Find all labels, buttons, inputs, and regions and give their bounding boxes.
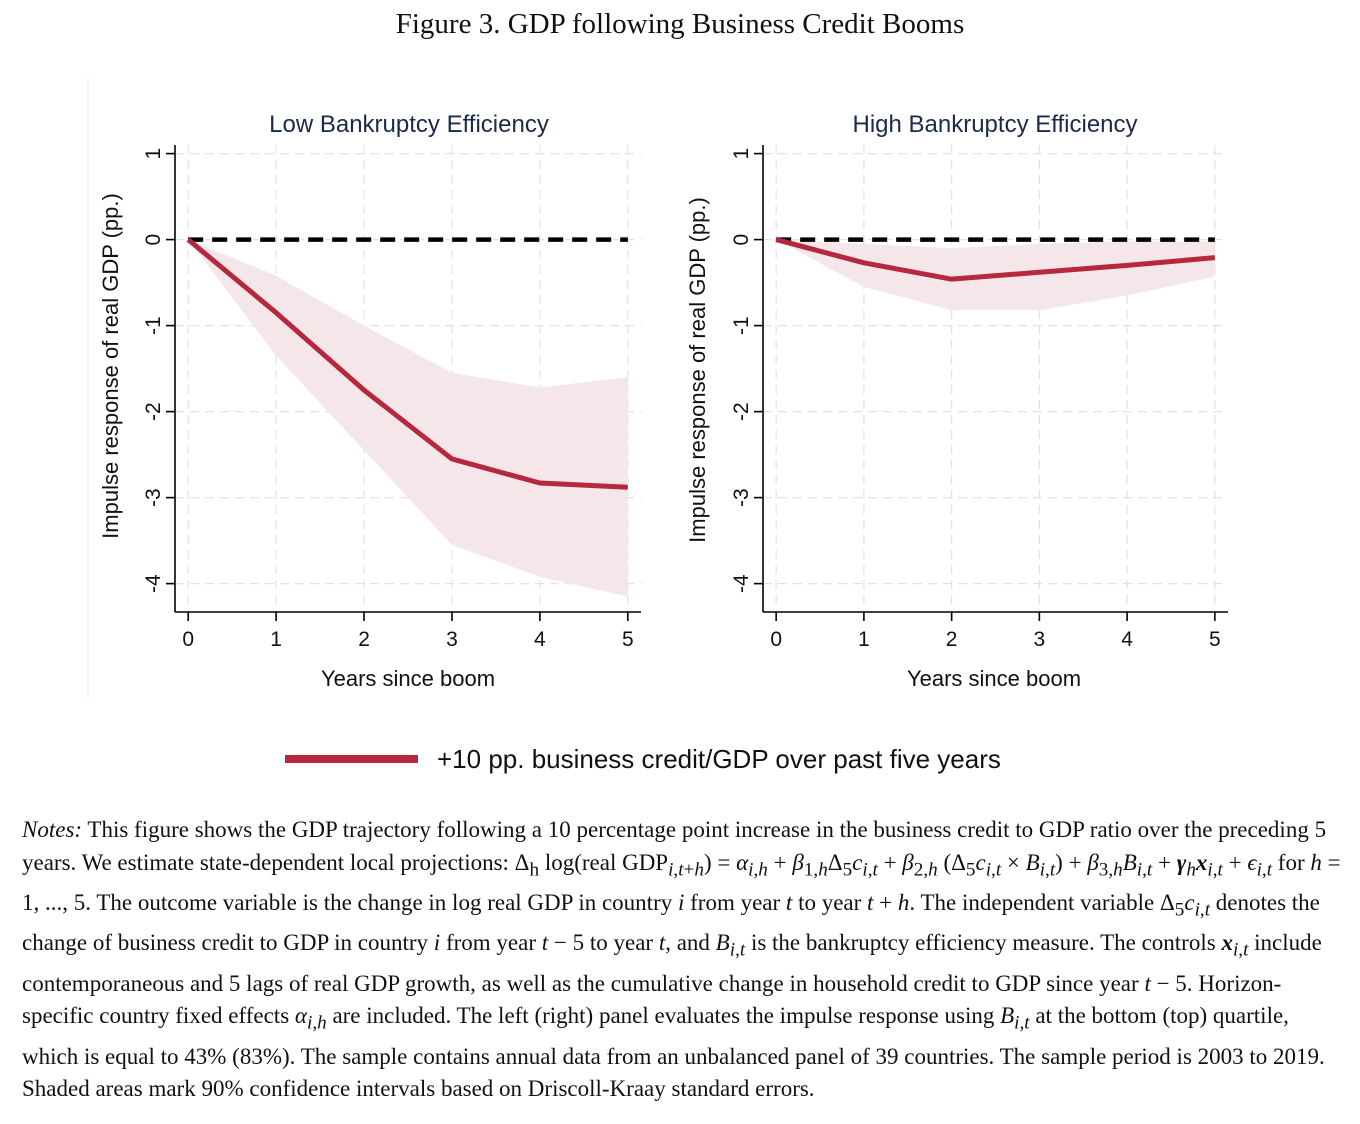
x-axis-label: Years since boom (321, 666, 495, 691)
panel-title: High Bankruptcy Efficiency (852, 111, 1137, 138)
y-tick-label: 0 (730, 234, 753, 246)
y-tick-label: -2 (142, 402, 165, 421)
y-tick-label: -1 (730, 316, 753, 335)
x-tick-label: 5 (1209, 628, 1221, 651)
x-tick-label: 3 (446, 628, 458, 651)
x-tick-label: 3 (1034, 628, 1046, 651)
figure-title: Figure 3. GDP following Business Credit … (395, 8, 965, 40)
x-tick-label: 1 (858, 628, 870, 651)
y-tick-label: -4 (142, 574, 165, 593)
y-tick-label: -3 (730, 488, 753, 507)
legend-label: +10 pp. business credit/GDP over past fi… (437, 744, 1001, 774)
x-tick-label: 4 (534, 628, 546, 651)
grid (175, 145, 641, 612)
y-tick-label: -1 (142, 316, 165, 335)
y-axis-label: Impulse response of real GDP (pp.) (685, 197, 710, 543)
series-line (775, 237, 1216, 282)
axes: 1 0 -1 -2 -3 -4 0 1 2 3 4 5 (730, 145, 1228, 651)
panel-title: Low Bankruptcy Efficiency (269, 111, 549, 138)
y-tick-label: 1 (142, 148, 165, 160)
y-tick-label: -4 (730, 574, 753, 593)
x-tick-label: 5 (622, 628, 634, 651)
panel-low: Low Bankruptcy Efficiency 1 0 -1 -2 -3 -4 0 1 2 3… (98, 111, 641, 691)
x-axis-label: Years since boom (907, 666, 1081, 691)
figure-charts: Low Bankruptcy Efficiency 1 0 -1 -2 -3 -4 0 1 2 3… (87, 76, 1228, 774)
legend: +10 pp. business credit/GDP over past fi… (285, 744, 1001, 774)
x-tick-label: 2 (358, 628, 370, 651)
x-tick-label: 2 (946, 628, 958, 651)
y-tick-label: 0 (142, 234, 165, 246)
axes: 1 0 -1 -2 -3 -4 0 1 2 3 4 5 (142, 145, 641, 651)
x-tick-label: 0 (770, 628, 782, 651)
figure-notes: Notes: This figure shows the GDP traject… (22, 817, 1341, 1102)
y-tick-label: -3 (142, 488, 165, 507)
x-tick-label: 4 (1121, 628, 1133, 651)
panel-high: High Bankruptcy Efficiency 1 0 -1 -2 -3 -4 0 1 2… (685, 111, 1228, 691)
x-tick-label: 0 (182, 628, 194, 651)
y-axis-label: Impulse response of real GDP (pp.) (98, 193, 123, 539)
x-tick-label: 1 (270, 628, 282, 651)
series-line (186, 237, 628, 490)
y-tick-label: 1 (730, 148, 753, 160)
notes-label: Notes: (22, 817, 83, 842)
y-tick-label: -2 (730, 402, 753, 421)
grid (763, 145, 1228, 612)
